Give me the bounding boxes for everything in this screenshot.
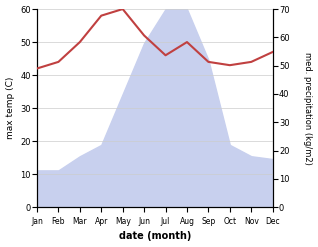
Y-axis label: max temp (C): max temp (C) bbox=[5, 77, 15, 139]
Y-axis label: med. precipitation (kg/m2): med. precipitation (kg/m2) bbox=[303, 52, 313, 165]
X-axis label: date (month): date (month) bbox=[119, 231, 191, 242]
